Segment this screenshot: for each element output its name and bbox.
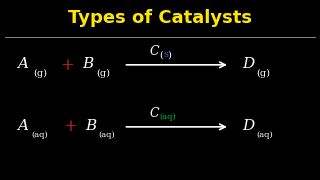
Text: +: + (63, 118, 77, 135)
Text: A: A (17, 119, 28, 133)
Text: s: s (163, 50, 168, 59)
Text: (g): (g) (256, 69, 270, 78)
Text: (g): (g) (97, 69, 110, 78)
Text: (aq): (aq) (99, 131, 116, 139)
Text: C: C (150, 107, 159, 120)
Text: ): ) (167, 50, 171, 59)
Text: (: ( (159, 50, 163, 59)
Text: (g): (g) (33, 69, 47, 78)
Text: +: + (60, 57, 74, 74)
Text: A: A (17, 57, 28, 71)
Text: (aq): (aq) (159, 113, 176, 121)
Text: C: C (150, 45, 159, 58)
Text: Types of Catalysts: Types of Catalysts (68, 9, 252, 27)
Text: D: D (243, 119, 255, 133)
Text: D: D (243, 57, 255, 71)
Text: (aq): (aq) (32, 131, 48, 139)
Text: (aq): (aq) (256, 131, 273, 139)
Text: B: B (82, 57, 93, 71)
Text: B: B (85, 119, 97, 133)
